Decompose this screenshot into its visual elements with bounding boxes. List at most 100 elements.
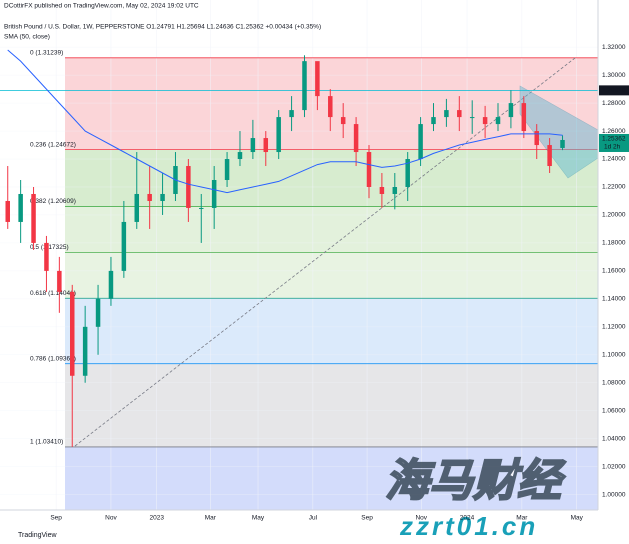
candle-body [18,193,23,222]
trend-line [74,57,576,447]
candle-body [186,166,191,208]
candle-body [121,221,127,271]
channel [519,85,599,179]
fib-label: 1 (1.03410) [30,439,63,446]
candle-body [5,200,10,222]
candle-body [405,159,410,187]
fib-zone [65,363,598,447]
candle-body [418,124,423,160]
fib-label: 0.786 (1.09365) [30,355,76,362]
candle-body [44,242,49,271]
candle-body [379,186,385,194]
y-tick-label: 1.16000 [602,268,626,275]
candle-body [431,117,436,125]
x-tick-label: Jul [309,515,318,522]
y-tick-label: 1.32000 [602,44,626,51]
y-tick-label: 1.06000 [602,407,626,414]
fib-label: 0.5 (1.17325) [30,244,69,251]
x-tick-label: Nov [415,515,427,522]
y-tick-label: 1.00000 [602,491,626,498]
fib-zone [65,206,598,253]
x-tick-label: May [571,515,584,522]
candle-body [70,291,75,376]
fib-zone [65,446,598,510]
candle-body [276,117,281,153]
candle-body [547,145,552,167]
candle-body [199,207,204,209]
y-tick-label: 1.02000 [602,463,626,470]
fib-zone [65,252,598,299]
symbol-info: British Pound / U.S. Dollar, 1W, PEPPERS… [4,24,321,31]
x-tick-label: May [252,515,265,522]
candle-body [315,61,320,97]
fib-zone [65,149,598,207]
hline-tag [599,85,629,96]
candle-body [108,270,114,299]
y-tick-label: 1.12000 [602,324,626,331]
x-tick-label: Sep [361,515,373,522]
watermark: 海马财经 [385,457,566,506]
candle-body [211,180,217,208]
last-price-label: 1.25362 [602,136,626,143]
candle-body [392,186,398,194]
candle-body [366,152,372,187]
footer-logo: TradingView [18,532,57,539]
x-tick-label: Nov [105,515,117,522]
y-tick-label: 1.10000 [602,352,626,359]
candle-body [353,124,359,153]
candle-body [237,152,243,160]
y-tick-label: 1.18000 [602,240,626,247]
y-tick-label: 1.24000 [602,156,626,163]
x-tick-label: Mar [205,515,217,522]
hline-label: 1.28910 [602,87,626,94]
candle-body [508,103,514,118]
countdown-label: 1d 2h [604,144,621,151]
candle-body [328,96,333,118]
y-tick-label: 1.26000 [602,128,626,135]
x-tick-label: 2023 [150,515,165,522]
fib-label: 0.618 (1.14041) [30,290,76,297]
candle-body [147,193,152,201]
candle-body [521,103,527,132]
candle-body [444,110,449,118]
y-tick-label: 1.28000 [602,100,626,107]
watermark-url: zzrt01.cn [399,511,538,541]
fib-label: 0.382 (1.20609) [30,198,76,205]
x-tick-label: Mar [516,515,528,522]
candle-body [31,193,36,243]
sma-line [7,49,563,194]
candle-body [250,138,256,153]
candle-body [289,110,294,118]
candle-body [263,138,269,153]
fib-label: 0.236 (1.24672) [30,141,76,148]
candle-body [482,117,488,125]
y-tick-label: 1.14000 [602,296,626,303]
fib-zone [65,298,598,364]
candle-body [560,139,565,148]
y-tick-label: 1.22000 [602,184,626,191]
candle-body [534,131,539,146]
y-tick-label: 1.04000 [602,435,626,442]
y-tick-label: 1.20000 [602,212,626,219]
fib-label: 0 (1.31239) [30,50,63,57]
candle-body [95,298,101,327]
candle-body [457,110,462,118]
y-tick-label: 1.08000 [602,379,626,386]
indicator-label: SMA (50, close) [4,34,50,41]
plot-background [55,0,598,510]
y-tick-label: 1.30000 [602,72,626,79]
candle-body [134,193,140,222]
candle-body [469,117,475,119]
candle-body [160,193,165,201]
x-tick-label: Sep [50,515,62,522]
candle-body [495,117,501,125]
publisher: DCottirFX published on TradingView.com, … [4,3,199,10]
candle-body [302,61,307,111]
candle-body [340,117,346,125]
x-tick-label: 2024 [460,515,475,522]
candle-body [82,326,88,376]
candle-body [224,159,230,180]
last-price-tag [599,133,629,152]
candle-body [57,270,62,292]
